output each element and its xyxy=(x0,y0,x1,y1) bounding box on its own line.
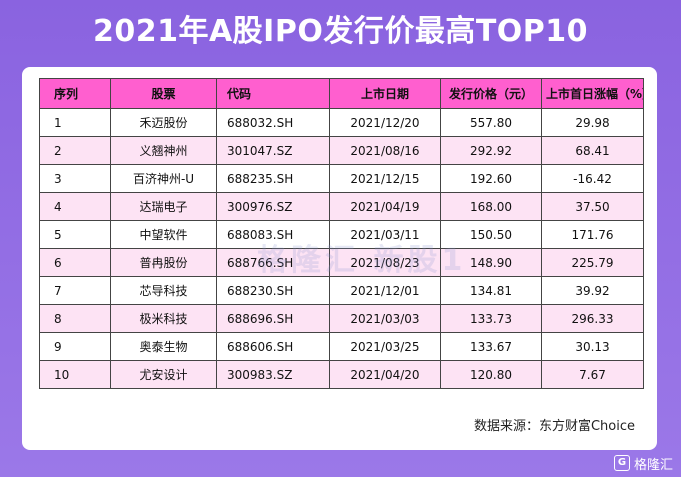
cell-issue-price: 133.67 xyxy=(440,332,542,361)
cell-stock: 百济神州-U xyxy=(110,164,217,193)
table-row: 9 奥泰生物 688606.SH 2021/03/25 133.67 30.13 xyxy=(39,332,644,361)
cell-issue-price: 557.80 xyxy=(440,108,542,137)
brand-logo: G 格隆汇 xyxy=(613,453,673,473)
cell-issue-price: 150.50 xyxy=(440,220,542,249)
cell-rank: 7 xyxy=(39,276,111,305)
cell-first-day-change: 37.50 xyxy=(541,192,644,221)
header-rank: 序列 xyxy=(39,78,111,109)
cell-rank: 2 xyxy=(39,136,111,165)
cell-issue-price: 134.81 xyxy=(440,276,542,305)
header-first-day-change: 上市首日涨幅（%） xyxy=(541,78,644,109)
cell-first-day-change: 39.92 xyxy=(541,276,644,305)
cell-stock: 中望软件 xyxy=(110,220,217,249)
cell-rank: 8 xyxy=(39,304,111,333)
cell-code: 300976.SZ xyxy=(216,192,330,221)
cell-stock: 奥泰生物 xyxy=(110,332,217,361)
cell-issue-price: 148.90 xyxy=(440,248,542,277)
table-row: 5 中望软件 688083.SH 2021/03/11 150.50 171.76 xyxy=(39,220,644,249)
table-header-row: 序列 股票 代码 上市日期 发行价格（元） 上市首日涨幅（%） xyxy=(39,78,644,109)
cell-first-day-change: 171.76 xyxy=(541,220,644,249)
cell-code: 688766.SH xyxy=(216,248,330,277)
cell-first-day-change: -16.42 xyxy=(541,164,644,193)
header-code: 代码 xyxy=(216,78,330,109)
table-row: 7 芯导科技 688230.SH 2021/12/01 134.81 39.92 xyxy=(39,276,644,305)
table-card: 序列 股票 代码 上市日期 发行价格（元） 上市首日涨幅（%） 1 禾迈股份 688… xyxy=(22,67,657,450)
cell-stock: 禾迈股份 xyxy=(110,108,217,137)
cell-listing-date: 2021/03/25 xyxy=(329,332,441,361)
cell-rank: 3 xyxy=(39,164,111,193)
cell-code: 300983.SZ xyxy=(216,360,330,389)
table-row: 6 普冉股份 688766.SH 2021/08/23 148.90 225.79 xyxy=(39,248,644,277)
g-logo-icon: G xyxy=(613,455,630,471)
table-row: 3 百济神州-U 688235.SH 2021/12/15 192.60 -16.42 xyxy=(39,164,644,193)
cell-code: 688235.SH xyxy=(216,164,330,193)
cell-issue-price: 120.80 xyxy=(440,360,542,389)
cell-issue-price: 133.73 xyxy=(440,304,542,333)
cell-listing-date: 2021/04/20 xyxy=(329,360,441,389)
cell-stock: 义翘神州 xyxy=(110,136,217,165)
cell-first-day-change: 225.79 xyxy=(541,248,644,277)
ipo-table: 序列 股票 代码 上市日期 发行价格（元） 上市首日涨幅（%） 1 禾迈股份 688… xyxy=(39,78,644,389)
cell-stock: 达瑞电子 xyxy=(110,192,217,221)
cell-listing-date: 2021/04/19 xyxy=(329,192,441,221)
cell-first-day-change: 296.33 xyxy=(541,304,644,333)
table-row: 10 尤安设计 300983.SZ 2021/04/20 120.80 7.67 xyxy=(39,360,644,389)
cell-code: 688606.SH xyxy=(216,332,330,361)
page-title: 2021年A股IPO发行价最高TOP10 xyxy=(92,14,589,49)
table-row: 1 禾迈股份 688032.SH 2021/12/20 557.80 29.98 xyxy=(39,108,644,137)
table-row: 2 义翘神州 301047.SZ 2021/08/16 292.92 68.41 xyxy=(39,136,644,165)
cell-rank: 4 xyxy=(39,192,111,221)
cell-first-day-change: 29.98 xyxy=(541,108,644,137)
cell-stock: 尤安设计 xyxy=(110,360,217,389)
table-row: 4 达瑞电子 300976.SZ 2021/04/19 168.00 37.50 xyxy=(39,192,644,221)
cell-first-day-change: 30.13 xyxy=(541,332,644,361)
cell-rank: 9 xyxy=(39,332,111,361)
cell-code: 688083.SH xyxy=(216,220,330,249)
data-source: 数据来源：东方财富Choice xyxy=(473,419,635,434)
header-issue-price: 发行价格（元） xyxy=(440,78,542,109)
cell-listing-date: 2021/12/20 xyxy=(329,108,441,137)
cell-listing-date: 2021/12/15 xyxy=(329,164,441,193)
cell-code: 301047.SZ xyxy=(216,136,330,165)
cell-stock: 极米科技 xyxy=(110,304,217,333)
cell-listing-date: 2021/03/03 xyxy=(329,304,441,333)
cell-code: 688032.SH xyxy=(216,108,330,137)
cell-rank: 1 xyxy=(39,108,111,137)
cell-first-day-change: 7.67 xyxy=(541,360,644,389)
cell-rank: 5 xyxy=(39,220,111,249)
cell-listing-date: 2021/12/01 xyxy=(329,276,441,305)
cell-first-day-change: 68.41 xyxy=(541,136,644,165)
cell-stock: 芯导科技 xyxy=(110,276,217,305)
cell-code: 688696.SH xyxy=(216,304,330,333)
cell-issue-price: 168.00 xyxy=(440,192,542,221)
cell-issue-price: 192.60 xyxy=(440,164,542,193)
cell-listing-date: 2021/03/11 xyxy=(329,220,441,249)
cell-rank: 10 xyxy=(39,360,111,389)
header-listing-date: 上市日期 xyxy=(329,78,441,109)
cell-issue-price: 292.92 xyxy=(440,136,542,165)
cell-listing-date: 2021/08/16 xyxy=(329,136,441,165)
cell-listing-date: 2021/08/23 xyxy=(329,248,441,277)
cell-rank: 6 xyxy=(39,248,111,277)
header-stock: 股票 xyxy=(110,78,217,109)
table-row: 8 极米科技 688696.SH 2021/03/03 133.73 296.33 xyxy=(39,304,644,333)
logo-text: 格隆汇 xyxy=(633,457,673,473)
cell-stock: 普冉股份 xyxy=(110,248,217,277)
cell-code: 688230.SH xyxy=(216,276,330,305)
